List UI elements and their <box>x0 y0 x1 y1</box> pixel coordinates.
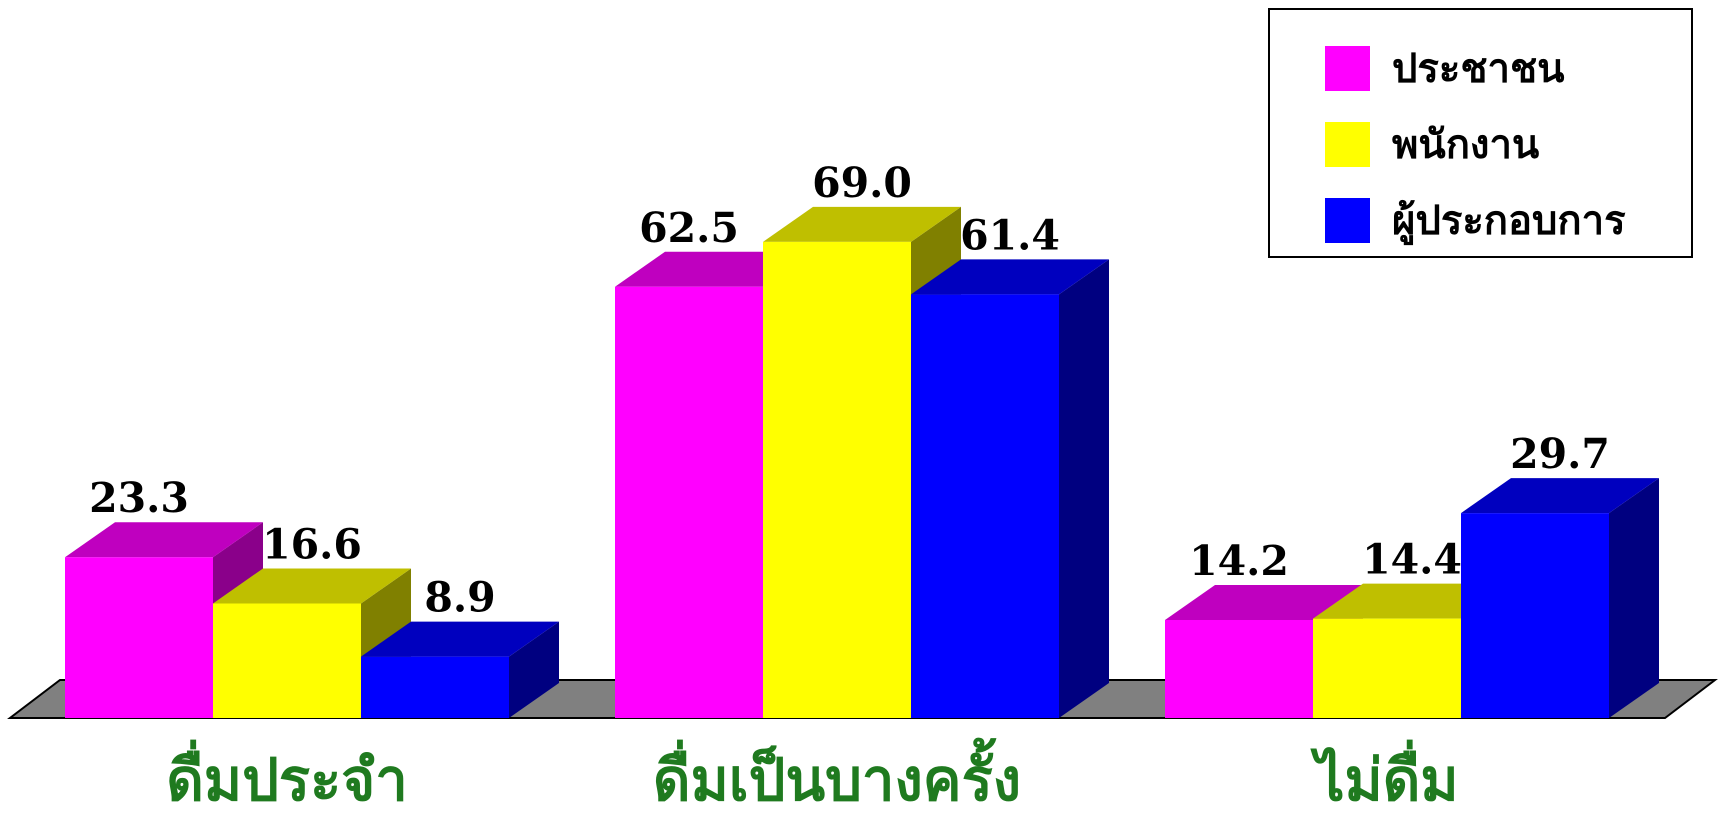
bar-front <box>1313 618 1461 718</box>
category-label-3: ไม่ดื่ม <box>1309 739 1458 814</box>
legend: ประชาชน พนักงาน ผู้ประกอบการ <box>1268 8 1693 258</box>
bar-top <box>1165 585 1363 621</box>
value-label-1-1: 23.3 <box>89 474 189 522</box>
bar-front <box>615 286 763 718</box>
value-label-1-3: 8.9 <box>424 574 495 622</box>
legend-item-series-1: ประชาชน <box>1325 30 1691 106</box>
bar-1-3 <box>361 621 559 718</box>
legend-item-series-2: พนักงาน <box>1325 106 1691 182</box>
bar-front <box>763 241 911 718</box>
bar-top <box>65 522 263 558</box>
value-labels-layer: 23.3 16.6 8.9 62.5 69.0 61.4 14.2 14.4 29.7 <box>89 159 1610 622</box>
bar-front <box>1165 620 1313 718</box>
value-label-2-3: 61.4 <box>960 211 1060 259</box>
category-label-2: ดื่มเป็นบางครั้ง <box>653 738 1021 814</box>
bar-side <box>1609 478 1659 718</box>
bar-top <box>361 621 559 657</box>
bar-2-3 <box>911 259 1109 718</box>
bar-side <box>1059 259 1109 718</box>
legend-label-series-1: ประชาชน <box>1392 46 1565 92</box>
legend-swatch-series-1 <box>1325 45 1370 91</box>
bar-front <box>1461 513 1609 718</box>
legend-item-series-3: ผู้ประกอบการ <box>1325 182 1691 258</box>
value-label-1-2: 16.6 <box>262 520 362 568</box>
bar-top <box>1461 478 1659 514</box>
value-label-3-3: 29.7 <box>1510 430 1610 478</box>
bar-side <box>509 621 559 718</box>
legend-swatch-series-3 <box>1325 197 1370 243</box>
legend-label-series-3: ผู้ประกอบการ <box>1392 198 1626 244</box>
bar-front <box>911 294 1059 718</box>
bar-front <box>213 603 361 718</box>
value-label-3-1: 14.2 <box>1189 537 1289 585</box>
category-labels-layer: ดื่มประจำ ดื่มเป็นบางครั้ง ไม่ดื่ม <box>166 738 1458 814</box>
legend-label-series-2: พนักงาน <box>1392 122 1540 168</box>
bar-top <box>763 206 961 242</box>
legend-swatch-series-2 <box>1325 121 1370 167</box>
bar-3-3 <box>1461 478 1659 718</box>
value-label-3-2: 14.4 <box>1362 536 1462 584</box>
category-label-1: ดื่มประจำ <box>166 739 408 814</box>
value-label-2-1: 62.5 <box>639 204 739 252</box>
bar-top <box>213 568 411 604</box>
bars-layer <box>65 206 1659 718</box>
bar-front <box>361 656 509 718</box>
value-label-2-2: 69.0 <box>812 159 912 207</box>
bar-top <box>911 259 1109 295</box>
bar-front <box>65 557 213 718</box>
